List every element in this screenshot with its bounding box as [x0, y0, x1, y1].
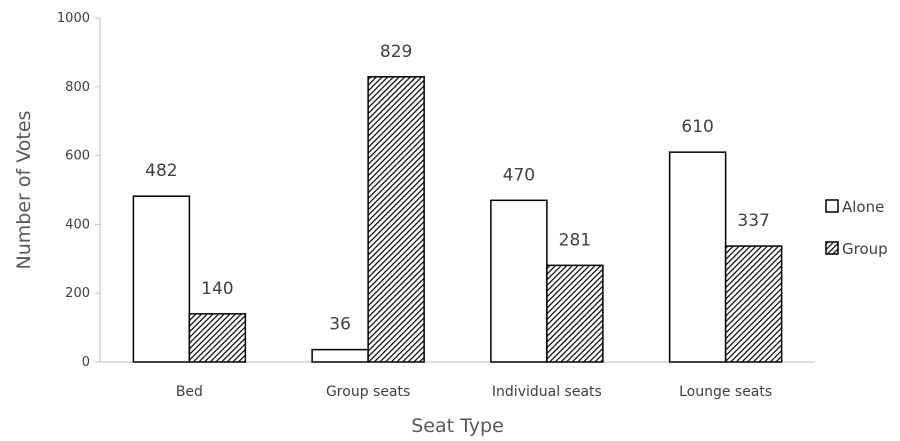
legend-swatch-group [825, 241, 839, 255]
x-tick-label: Group seats [326, 384, 410, 400]
bar-group [546, 264, 604, 363]
x-tick-label: Individual seats [492, 384, 602, 400]
bar-alone [311, 348, 369, 363]
legend-swatch-alone [825, 199, 839, 213]
y-tick-label: 400 [65, 217, 90, 232]
data-label: 36 [329, 315, 351, 335]
legend: Alone Group [825, 198, 888, 258]
y-tick-label: 800 [65, 80, 90, 95]
x-tick-label: Bed [176, 384, 203, 400]
bar-group [724, 245, 783, 363]
data-label: 337 [737, 211, 769, 231]
y-axis: 0 200 400 600 800 1000 [57, 11, 101, 370]
bar-group [188, 313, 247, 363]
data-label: 281 [559, 230, 591, 250]
bar-alone [490, 199, 548, 363]
bar-alone [668, 151, 727, 363]
data-label: 482 [145, 161, 177, 181]
data-label: 470 [503, 165, 535, 185]
x-tick-label: Lounge seats [679, 384, 772, 400]
legend-label-group: Group [842, 240, 888, 258]
data-label: 829 [380, 42, 412, 62]
bars [132, 76, 783, 363]
data-label: 610 [681, 117, 713, 137]
y-tick-label: 1000 [57, 11, 90, 26]
bar-alone [132, 195, 191, 363]
x-axis-title: Seat Type [411, 415, 504, 437]
x-axis: Bed Group seats Individual seats Lounge sea… [100, 361, 815, 400]
y-axis-title: Number of Votes [13, 111, 35, 270]
y-tick-label: 200 [65, 286, 90, 301]
y-tick-label: 600 [65, 149, 90, 164]
bar-group [367, 76, 425, 363]
data-label: 140 [201, 279, 233, 299]
legend-label-alone: Alone [842, 198, 884, 216]
y-tick-label: 0 [82, 355, 90, 370]
data-labels: 482 36 470 610 140 829 281 337 [145, 42, 770, 335]
